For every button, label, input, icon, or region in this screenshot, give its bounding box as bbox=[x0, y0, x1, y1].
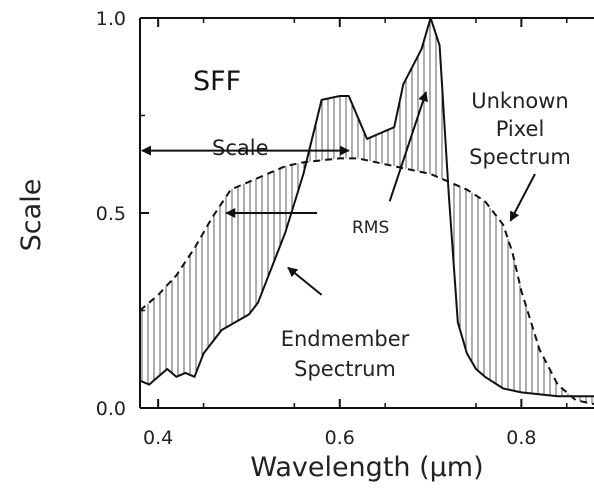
endmember-label-line2: Spectrum bbox=[294, 357, 396, 381]
unknown-pixel-label-line1: Unknown bbox=[471, 89, 568, 113]
unknown-pixel-label-line3: Spectrum bbox=[469, 145, 571, 169]
x-tick-label: 0.4 bbox=[143, 427, 173, 449]
y-tick-label: 1.0 bbox=[96, 8, 126, 30]
endmember-label-line1: Endmember bbox=[281, 327, 410, 351]
x-axis-label: Wavelength (μm) bbox=[250, 452, 483, 483]
y-tick-label: 0.0 bbox=[96, 398, 126, 420]
scale-annotation: Scale bbox=[212, 136, 269, 160]
rms-hatch-area bbox=[141, 19, 593, 404]
series-line-endmember bbox=[140, 18, 594, 398]
unknown-pixel-arrow bbox=[509, 173, 536, 222]
series-line-unknown-pixel bbox=[140, 157, 594, 406]
endmember-arrow bbox=[287, 266, 323, 296]
sff-label: SFF bbox=[193, 66, 241, 97]
x-tick-label: 0.6 bbox=[325, 427, 355, 449]
annotation-arrows bbox=[141, 91, 536, 296]
series-layer bbox=[140, 18, 594, 406]
unknown-pixel-label-line2: Pixel bbox=[496, 117, 545, 141]
ticks: 0.4 0.6 0.8 0.0 0.5 1.0 bbox=[96, 8, 568, 449]
rms-arrow-right bbox=[388, 91, 428, 202]
y-axis-label: Scale bbox=[16, 179, 47, 252]
x-tick-label: 0.8 bbox=[506, 427, 536, 449]
rms-annotation: RMS bbox=[352, 218, 389, 238]
y-tick-label: 0.5 bbox=[96, 203, 126, 225]
